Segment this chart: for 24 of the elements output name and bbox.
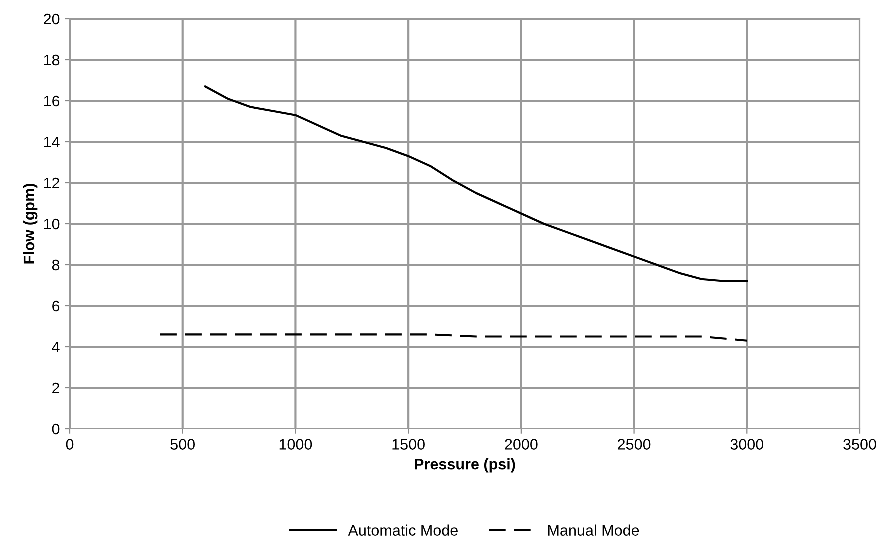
x-tick-label: 2500 (618, 439, 651, 450)
y-tick-label: 20 (44, 14, 60, 25)
y-tick-label: 18 (44, 54, 60, 66)
legend-label: Manual Mode (548, 524, 640, 536)
y-tick-label: 12 (44, 178, 60, 189)
x-tick-label: 1500 (392, 439, 425, 450)
y-tick-label: 6 (52, 300, 60, 312)
y-tick-label: 2 (52, 382, 60, 394)
x-tick-label: 2000 (505, 439, 538, 450)
y-tick-label: 14 (44, 137, 60, 148)
x-tick-label: 500 (170, 439, 196, 450)
y-tick-label: 0 (52, 424, 60, 435)
x-tick-label: 3500 (844, 439, 876, 450)
y-tick-label: 4 (52, 342, 60, 353)
x-tick-label: 3000 (730, 439, 764, 450)
y-tick-label: 10 (44, 218, 60, 230)
y-tick-label: 8 (52, 260, 60, 271)
y-axis-title: Flow (gpm) (23, 184, 38, 264)
line-series (204, 86, 748, 282)
x-tick-label: 0 (66, 439, 74, 450)
x-tick-label: 1000 (280, 439, 312, 450)
y-tick-label: 16 (44, 96, 60, 107)
legend-label: Automatic Mode (348, 524, 458, 536)
x-axis-title: Pressure (psi) (415, 458, 516, 473)
